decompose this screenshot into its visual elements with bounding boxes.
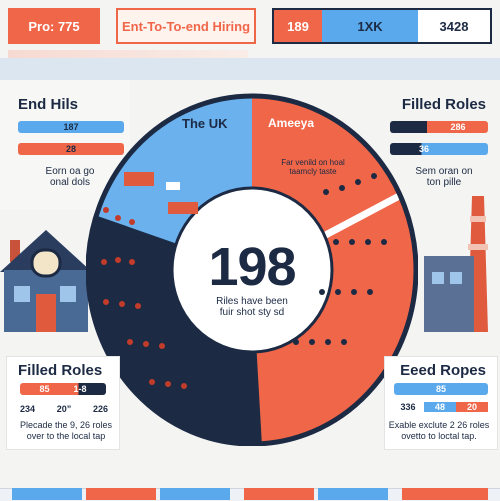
left-building-icon (0, 230, 92, 332)
right-top-caption: Sem oran on ton pille (415, 166, 473, 188)
card-left-bottom (6, 356, 120, 450)
left-bottom-v3: 226 (92, 404, 108, 414)
pie-slice-america (252, 96, 416, 444)
pie-label-america: Ameeya (268, 116, 315, 130)
footer-cell-4 (244, 488, 314, 500)
right-bottom-v3: 20 (456, 402, 488, 412)
left-bottom-v1: 234 (20, 404, 36, 414)
header-box-pro: Pro: 775 (8, 8, 100, 44)
footer-cell-3 (160, 488, 230, 500)
right-top-bar1: 286 (390, 121, 488, 133)
right-top-bar1-value: 286 (450, 122, 466, 132)
pie-label-uk: The UK (182, 116, 228, 131)
header-stats-bar: 189 1XK 3428 (272, 8, 492, 44)
right-bottom-values: 336 48 20 (392, 402, 488, 412)
header-box-hiring: Ent-To-To-end Hiring (116, 8, 256, 44)
header-stat-left-value: 189 (287, 18, 309, 34)
left-bottom-bar1: 85 1-8 (20, 383, 106, 395)
left-bottom-v2: 20” (56, 404, 72, 414)
header-stat-right: 3428 (418, 10, 490, 42)
header-box-hiring-label: Ent-To-To-end Hiring (121, 18, 251, 34)
right-top-bar2-value: 36 (418, 144, 429, 154)
right-top-bar2: 36 (390, 143, 488, 155)
right-bottom-bar1-value: 85 (435, 384, 446, 394)
left-bottom-bar1a-value: 85 (39, 384, 50, 394)
left-bottom-title: Filled Roles (18, 362, 103, 379)
right-bottom-title: Eeed Ropes (400, 362, 486, 379)
footer-cell-5 (318, 488, 388, 500)
footer-cell-1 (12, 488, 82, 500)
footer-cell-2 (86, 488, 156, 500)
right-top-title: Filled Roles (401, 96, 486, 113)
left-top-bar1: 187 (18, 121, 124, 133)
hiring-pie (86, 93, 418, 446)
left-bottom-values: 234 20” 226 (20, 404, 108, 414)
left-bottom-caption: Plecade the 9, 26 roles over to the loca… (19, 420, 113, 441)
left-top-caption: Eorn oa go onal dols (45, 166, 95, 188)
pie-label-america-sub: Far venild on hoal taamcly taste (281, 158, 345, 176)
top-band (0, 58, 500, 80)
left-top-bar2-value: 28 (65, 144, 76, 154)
center-caption: Riles have been fuir shot sty sd (216, 296, 288, 318)
header-box-pro-label: Pro: 775 (28, 18, 80, 34)
header-stat-left: 189 (274, 10, 322, 42)
left-top-bar2: 28 (18, 143, 124, 155)
right-factory-icon (424, 196, 488, 332)
right-bottom-v2: 48 (424, 402, 456, 412)
header-stat-mid: 1XK (322, 10, 418, 42)
crowd-figures (101, 172, 387, 389)
right-bottom-bar1: 85 (394, 383, 488, 395)
header-stat-right-value: 3428 (439, 18, 469, 34)
header-stat-mid-value: 1XK (357, 18, 383, 34)
left-top-title: End Hils (18, 96, 79, 113)
right-bottom-v1: 336 (392, 402, 424, 412)
right-bottom-caption: Exable exclute 2 26 roles ovetto to loct… (388, 420, 490, 441)
center-number: 198 (208, 237, 296, 297)
left-top-bar1-value: 187 (63, 122, 79, 132)
left-bottom-bar1b-value: 1-8 (73, 384, 87, 394)
footer-cell-6 (402, 488, 488, 500)
